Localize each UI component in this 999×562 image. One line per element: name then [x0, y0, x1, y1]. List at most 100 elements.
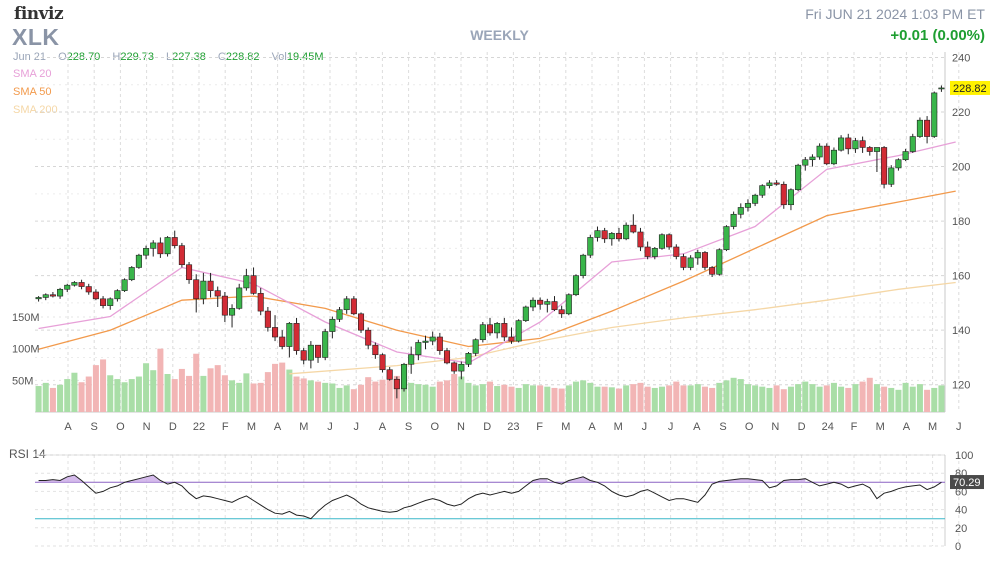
volume-bar: [343, 385, 350, 412]
volume-bar: [931, 387, 938, 412]
candle-body: [107, 298, 114, 306]
volume-bar: [465, 382, 472, 412]
date-tick-label: F: [536, 421, 543, 433]
volume-bar: [895, 389, 902, 412]
date-tick-label: M: [876, 421, 885, 433]
candle-body: [551, 301, 558, 311]
volume-bar: [171, 379, 178, 412]
date-tick-label: J: [668, 421, 674, 433]
date-tick-label: M: [928, 421, 937, 433]
candle-body: [42, 294, 49, 298]
volume-bar: [229, 380, 236, 412]
volume-bar: [214, 365, 221, 412]
candle-body: [780, 183, 787, 206]
candle-body: [451, 362, 458, 372]
finviz-logo[interactable]: finviz: [14, 4, 64, 24]
volume-bar: [458, 376, 465, 412]
price-tick-label: 240: [952, 52, 970, 64]
volume-bar: [866, 377, 873, 412]
date-tick-label: A: [903, 421, 911, 433]
candle-body: [358, 313, 365, 331]
candle-body: [415, 342, 422, 356]
date-tick-label: S: [719, 421, 726, 433]
candle-body: [393, 378, 400, 390]
candle-body: [823, 145, 830, 165]
volume-bar: [322, 382, 329, 412]
volume-bar: [759, 386, 766, 412]
candle-body: [680, 256, 687, 268]
legend-sma50[interactable]: SMA 50: [13, 86, 52, 98]
volume-bar: [580, 380, 587, 412]
date-tick-label: M: [614, 421, 623, 433]
volume-bar: [193, 353, 200, 412]
volume-bar: [279, 362, 286, 412]
candle-body: [458, 363, 465, 372]
rsi-tick-label: 40: [955, 505, 967, 517]
volume-bar: [207, 368, 214, 412]
volume-bar: [157, 348, 164, 412]
candle-body: [336, 309, 343, 320]
volume-bar: [938, 385, 945, 412]
candle-body: [286, 323, 293, 347]
date-tick-label: F: [851, 421, 858, 433]
candle-body: [630, 224, 637, 233]
date-tick-label: 22: [193, 421, 205, 433]
volume-bar: [307, 380, 314, 412]
volume-bar: [845, 387, 852, 412]
volume-bar: [537, 385, 544, 412]
volume-bar: [250, 383, 257, 412]
candle-body: [408, 354, 415, 365]
date-tick-label: J: [353, 421, 359, 433]
high-label: H: [112, 51, 121, 63]
volume-bar: [544, 386, 551, 412]
volume-bar: [85, 376, 92, 412]
volume-bar: [838, 386, 845, 412]
date-tick-label: M: [561, 421, 570, 433]
candle-body: [902, 151, 909, 161]
volume-bar: [916, 384, 923, 412]
candle-body: [694, 252, 701, 259]
rsi-tick-label: 100: [955, 450, 973, 462]
date-tick-label: S: [405, 421, 412, 433]
candle-body: [644, 246, 651, 257]
candle-body: [85, 286, 92, 293]
candle-body: [243, 275, 250, 289]
volume-bar: [350, 389, 357, 412]
volume-bar: [701, 386, 708, 412]
candle-body: [329, 318, 336, 332]
price-change: +0.01 (0.00%): [890, 27, 985, 44]
price-tick-label: 220: [952, 107, 970, 119]
candle-body: [365, 329, 372, 346]
candle-body: [343, 298, 350, 311]
volume-bar: [873, 384, 880, 412]
candle-body: [773, 182, 780, 185]
candle-body: [429, 336, 436, 342]
candle-body: [229, 308, 236, 316]
candle-body: [866, 147, 873, 152]
candle-body: [544, 301, 551, 305]
legend-sma20[interactable]: SMA 20: [13, 68, 52, 80]
volume-bar: [272, 363, 279, 412]
volume-bar: [300, 378, 307, 412]
candle-body: [214, 290, 221, 297]
date-tick-label: A: [693, 421, 701, 433]
volume-bar: [709, 387, 716, 412]
volume-bar: [135, 376, 142, 412]
candle-body: [651, 248, 658, 257]
volume-bar: [673, 381, 680, 412]
volume-bar: [42, 382, 49, 412]
candle-body: [443, 350, 451, 364]
legend-sma200[interactable]: SMA 200: [13, 104, 58, 116]
candle-body: [888, 167, 895, 185]
candle-body: [852, 140, 859, 150]
volume-bar: [372, 381, 379, 412]
volume-bar: [257, 382, 264, 412]
date-tick-label: N: [771, 421, 779, 433]
date-tick-label: J: [327, 421, 333, 433]
volume-bar: [286, 369, 293, 412]
volume-bar: [358, 384, 365, 412]
candle-body: [716, 249, 723, 275]
sma200-line: [289, 281, 956, 375]
volume-bar: [100, 359, 107, 412]
